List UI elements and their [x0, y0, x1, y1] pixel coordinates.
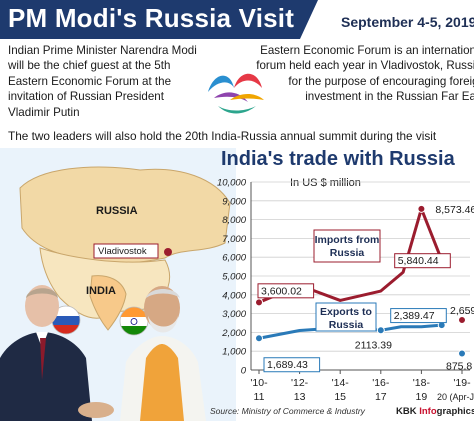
data-label: 8,573.46 [435, 204, 474, 216]
summit-text: The two leaders will also hold the 20th … [8, 129, 437, 143]
data-label: 2113.39 [355, 339, 392, 351]
exports-point [255, 334, 263, 343]
handshake [78, 402, 114, 418]
credit-suffix: graphics [436, 406, 474, 417]
imports-point [255, 298, 263, 307]
x-tick-label: '16-17 [372, 377, 390, 403]
data-label-box [263, 357, 321, 373]
data-label: 5,840.44 [398, 255, 439, 267]
vladivostok-label: Vladivostok [98, 246, 147, 257]
imports-point [458, 316, 466, 325]
data-label: 1,689.43 [267, 359, 308, 371]
x-tick-label: '18-19 [413, 377, 431, 403]
y-tick-label: 5,000 [222, 272, 246, 283]
data-label: 875.8 [446, 361, 472, 373]
y-tick-label: 9,000 [222, 196, 246, 207]
modi-photo [120, 286, 206, 421]
page-title: PM Modi's Russia Visit [8, 3, 295, 33]
chart-series [255, 204, 466, 358]
india-landmass [89, 275, 127, 331]
x-tick-label: '19-20 (Apr-Jun) [437, 377, 474, 402]
exports-callout-label: Exports to Russia [320, 306, 372, 331]
chart-y-ticks: 10,000 9,000 8,000 7,000 6,000 5,000 4,000 3,00… [217, 178, 247, 377]
y-tick-label: 0 [241, 366, 247, 377]
data-label: 2,389.47 [394, 310, 435, 322]
imports-callout-box [313, 229, 381, 263]
graphics-credit: KBK Infographics [396, 406, 474, 417]
data-label: 2,659.4 [450, 305, 474, 317]
putin-photo [0, 285, 92, 421]
y-tick-label: 6,000 [222, 253, 246, 264]
exports-point [376, 326, 385, 335]
y-tick-label: 8,000 [222, 215, 246, 226]
x-tick-label: '12-13 [291, 377, 309, 403]
credit-prefix: KBK [396, 406, 420, 417]
chart-x-ticks: '10-11 '12-13 '14-15 '16-17 '18-19 '19-20 (Ap… [250, 370, 474, 403]
exports-point [458, 349, 466, 358]
data-label-box [257, 283, 315, 299]
data-label-box [394, 253, 451, 269]
imports-point [417, 204, 426, 213]
exports-callout-box [315, 302, 377, 332]
chart-title: India's trade with Russia [221, 148, 455, 170]
chart-data-labels: 3,600.02 8,573.46 5,840.44 2,659.4 1,689.43 2… [257, 204, 474, 373]
title-bar-notch [300, 0, 318, 39]
y-tick-label: 2,000 [221, 328, 246, 339]
india-label: INDIA [86, 285, 116, 297]
title-bar: PM Modi's Russia Visit [0, 0, 300, 39]
data-label: 3,600.02 [261, 285, 302, 297]
y-tick-label: 4,000 [222, 290, 246, 301]
data-label-box [390, 308, 447, 324]
eef-logo [208, 73, 264, 114]
x-tick-label: '10-11 [250, 377, 268, 403]
chart-unit-label: In US $ million [290, 177, 361, 189]
y-tick-label: 7,000 [222, 234, 246, 245]
forum-text: Eastern Economic Forum is an internation… [256, 44, 474, 104]
source-note: Source: Ministry of Commerce & Industry [210, 406, 365, 416]
russia-label: RUSSIA [96, 205, 138, 217]
y-tick-label: 10,000 [217, 178, 247, 189]
x-tick-label: '14-15 [332, 377, 350, 403]
vladivostok-marker [164, 248, 172, 256]
y-tick-label: 3,000 [222, 309, 246, 320]
y-tick-label: 1,000 [222, 347, 246, 358]
visit-date: September 4-5, 2019 [341, 14, 474, 30]
imports-callout-label: Imports from Russia [315, 234, 380, 259]
intro-text: Indian Prime Minister Narendra Modi will… [8, 44, 197, 119]
credit-highlight: Info [419, 406, 437, 417]
map-illustration: Vladivostok RUSSIA INDIA [0, 148, 236, 421]
